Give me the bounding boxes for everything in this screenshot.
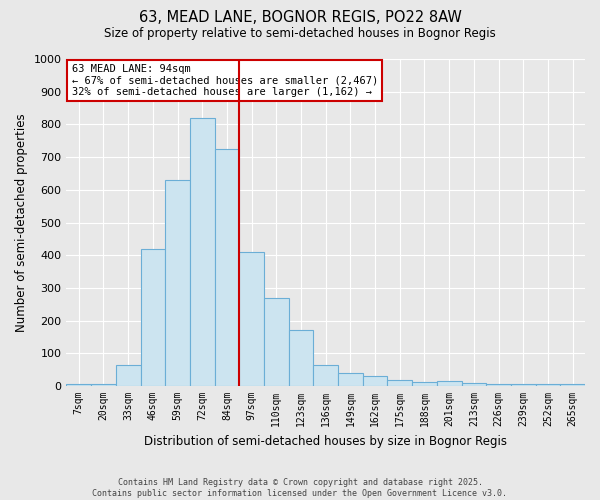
X-axis label: Distribution of semi-detached houses by size in Bognor Regis: Distribution of semi-detached houses by … xyxy=(144,434,507,448)
Bar xyxy=(560,384,585,386)
Bar xyxy=(116,366,140,386)
Text: Size of property relative to semi-detached houses in Bognor Regis: Size of property relative to semi-detach… xyxy=(104,28,496,40)
Bar xyxy=(140,248,165,386)
Bar xyxy=(67,384,91,386)
Text: 63, MEAD LANE, BOGNOR REGIS, PO22 8AW: 63, MEAD LANE, BOGNOR REGIS, PO22 8AW xyxy=(139,10,461,25)
Bar xyxy=(486,384,511,386)
Bar xyxy=(165,180,190,386)
Bar xyxy=(91,384,116,386)
Bar xyxy=(437,381,461,386)
Bar xyxy=(190,118,215,386)
Bar xyxy=(461,384,486,386)
Bar xyxy=(264,298,289,386)
Bar xyxy=(388,380,412,386)
Bar xyxy=(239,252,264,386)
Text: 63 MEAD LANE: 94sqm
← 67% of semi-detached houses are smaller (2,467)
32% of sem: 63 MEAD LANE: 94sqm ← 67% of semi-detach… xyxy=(71,64,378,97)
Text: Contains HM Land Registry data © Crown copyright and database right 2025.
Contai: Contains HM Land Registry data © Crown c… xyxy=(92,478,508,498)
Bar xyxy=(338,373,363,386)
Y-axis label: Number of semi-detached properties: Number of semi-detached properties xyxy=(15,113,28,332)
Bar xyxy=(215,149,239,386)
Bar xyxy=(289,330,313,386)
Bar xyxy=(313,366,338,386)
Bar xyxy=(363,376,388,386)
Bar xyxy=(511,384,536,386)
Bar xyxy=(412,382,437,386)
Bar xyxy=(536,384,560,386)
